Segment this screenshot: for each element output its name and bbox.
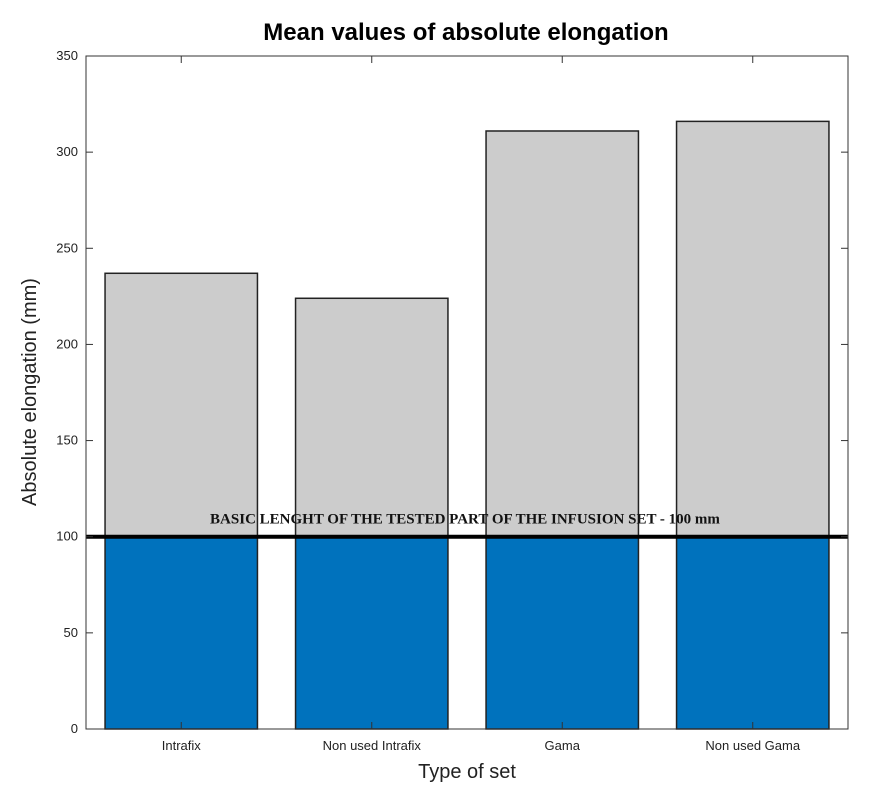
bar-segment-below-reference: [675, 535, 830, 730]
bar: [675, 120, 830, 730]
x-axis: Intrafix Non used Intrafix Gama Non used Ga…: [162, 56, 801, 753]
plot-frame: [85, 55, 849, 730]
x-axis-label: Type of set: [418, 761, 516, 783]
bar-segment-above-reference: [294, 297, 449, 538]
y-tick-label: 350: [56, 48, 78, 63]
y-tick-label: 250: [56, 240, 78, 255]
y-tick-label: 50: [64, 625, 78, 640]
x-tick-label: Non used Gama: [705, 738, 800, 753]
bar-segment-above-reference: [104, 272, 259, 538]
bar: [294, 297, 449, 730]
x-tick-label: Non used Intrafix: [323, 738, 422, 753]
x-tick-label: Gama: [545, 738, 581, 753]
y-tick-label: 100: [56, 529, 78, 544]
y-tick-label: 300: [56, 144, 78, 159]
bar-segment-below-reference: [294, 535, 449, 730]
y-axis: 0 50 100 150 200 250 300 350: [56, 48, 848, 736]
y-axis-label: Absolute elongation (mm): [19, 278, 41, 506]
y-tick-label: 150: [56, 433, 78, 448]
chart-title: Mean values of absolute elongation: [263, 19, 668, 46]
bar-segment-below-reference: [485, 535, 640, 730]
bar: [104, 272, 259, 730]
bar: [485, 130, 640, 730]
bars-group: [104, 120, 830, 730]
bar-segment-above-reference: [675, 120, 830, 538]
y-tick-label: 200: [56, 336, 78, 351]
y-tick-label: 0: [71, 721, 78, 736]
x-tick-label: Intrafix: [162, 738, 202, 753]
reference-line-label: BASIC LENGHT OF THE TESTED PART OF THE I…: [210, 512, 720, 528]
bar-segment-below-reference: [104, 535, 259, 730]
bar-segment-above-reference: [485, 130, 640, 538]
